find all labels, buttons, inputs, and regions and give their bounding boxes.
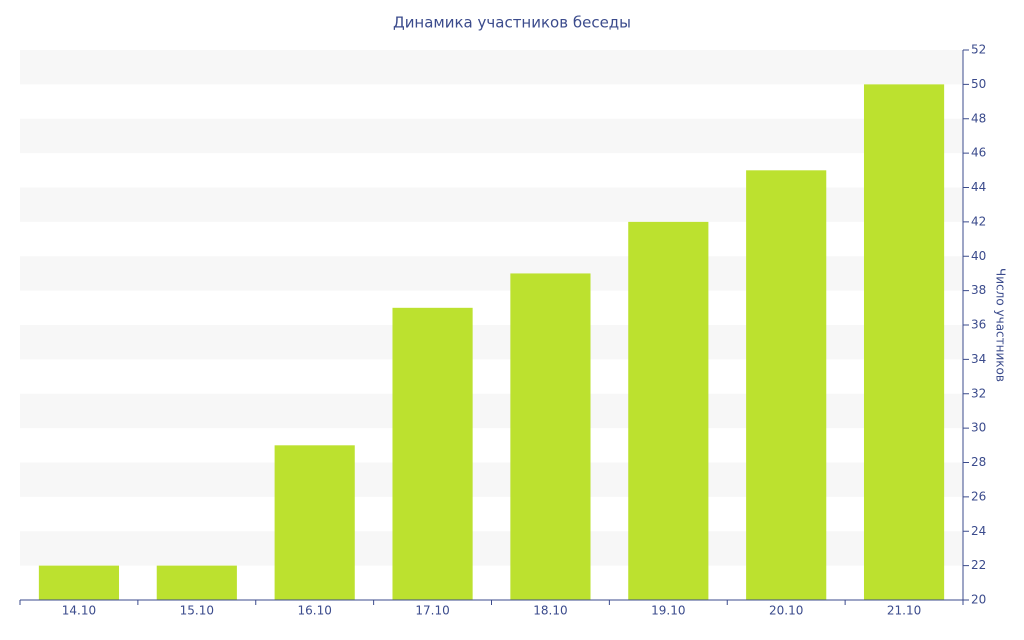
bar bbox=[510, 273, 591, 600]
y-tick-label: 36 bbox=[971, 318, 986, 332]
y-tick-label: 24 bbox=[971, 524, 986, 538]
chart-title: Динамика участников беседы bbox=[393, 14, 631, 32]
x-tick-label: 21.10 bbox=[887, 604, 921, 618]
y-tick-label: 34 bbox=[971, 352, 986, 366]
y-tick-label: 30 bbox=[971, 421, 986, 435]
grid-band bbox=[20, 50, 963, 85]
y-tick-label: 28 bbox=[971, 455, 986, 469]
y-tick-label: 48 bbox=[971, 111, 986, 125]
bar bbox=[156, 565, 237, 600]
y-tick-label: 44 bbox=[971, 180, 986, 194]
y-tick-label: 42 bbox=[971, 214, 986, 228]
bar bbox=[746, 170, 827, 600]
y-tick-label: 26 bbox=[971, 489, 986, 503]
x-tick-label: 17.10 bbox=[415, 604, 449, 618]
x-tick-label: 20.10 bbox=[769, 604, 803, 618]
grid-band bbox=[20, 118, 963, 154]
y-tick-label: 32 bbox=[971, 386, 986, 400]
y-tick-label: 46 bbox=[971, 146, 986, 160]
y-axis-label: Число участников bbox=[994, 268, 1008, 382]
bar bbox=[392, 307, 473, 600]
x-tick-label: 18.10 bbox=[533, 604, 567, 618]
bar bbox=[38, 565, 120, 600]
y-tick-label: 20 bbox=[971, 593, 986, 607]
x-tick-label: 16.10 bbox=[298, 604, 332, 618]
y-tick-label: 38 bbox=[971, 283, 986, 297]
bar bbox=[628, 221, 709, 600]
x-tick-label: 15.10 bbox=[180, 604, 214, 618]
x-tick-label: 19.10 bbox=[651, 604, 685, 618]
bar bbox=[863, 84, 945, 600]
bar bbox=[274, 445, 355, 600]
y-tick-label: 40 bbox=[971, 249, 986, 263]
x-tick-label: 14.10 bbox=[62, 604, 96, 618]
y-tick-label: 22 bbox=[971, 558, 986, 572]
y-tick-label: 52 bbox=[971, 43, 986, 57]
y-tick-label: 50 bbox=[971, 77, 986, 91]
